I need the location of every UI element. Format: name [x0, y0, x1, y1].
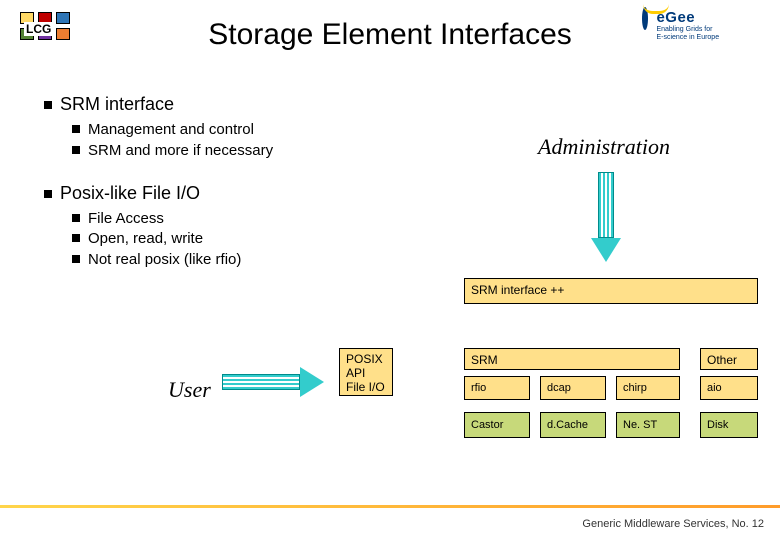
- posix-box: POSIX API File I/O: [339, 348, 393, 396]
- admin-arrow-icon: [591, 172, 621, 264]
- egee-name: eGee: [656, 10, 719, 26]
- lcg-label: LCG: [24, 22, 53, 36]
- bullet-srm-1: Management and control: [88, 121, 254, 138]
- user-label: User: [168, 377, 211, 403]
- cell-disk: Disk: [700, 412, 758, 438]
- bullet-posix-3: Not real posix (like rfio): [88, 251, 241, 268]
- cell-castor: Castor: [464, 412, 530, 438]
- srm-wide-box: SRM: [464, 348, 680, 370]
- user-arrow-icon: [222, 374, 324, 404]
- slide: LCG eGee Enabling Grids for E-science in…: [0, 0, 780, 540]
- egee-badge: eGee Enabling Grids for E-science in Eur…: [642, 10, 762, 50]
- administration-label: Administration: [538, 134, 670, 160]
- footer-bar: [0, 505, 780, 508]
- srm-interface-box: SRM interface ++: [464, 278, 758, 304]
- cell-nest: Ne. ST: [616, 412, 680, 438]
- bullet-srm: SRM interface: [60, 94, 174, 114]
- bullet-posix: Posix-like File I/O: [60, 183, 200, 203]
- footer-text: Generic Middleware Services, No. 12: [582, 518, 764, 530]
- egee-icon: [642, 10, 648, 28]
- bullet-srm-2: SRM and more if necessary: [88, 142, 273, 159]
- other-box: Other: [700, 348, 758, 370]
- egee-tagline-2: E-science in Europe: [656, 34, 719, 42]
- egee-tagline-1: Enabling Grids for: [656, 26, 719, 34]
- bullet-list: SRM interface Management and control SRM…: [44, 92, 444, 270]
- cell-rfio: rfio: [464, 376, 530, 400]
- cell-aio: aio: [700, 376, 758, 400]
- bullet-posix-1: File Access: [88, 210, 164, 227]
- cell-chirp: chirp: [616, 376, 680, 400]
- lcg-badge: LCG: [20, 12, 70, 48]
- bullet-posix-2: Open, read, write: [88, 230, 203, 247]
- cell-dcache: d.Cache: [540, 412, 606, 438]
- page-title: Storage Element Interfaces: [208, 18, 572, 52]
- cell-dcap: dcap: [540, 376, 606, 400]
